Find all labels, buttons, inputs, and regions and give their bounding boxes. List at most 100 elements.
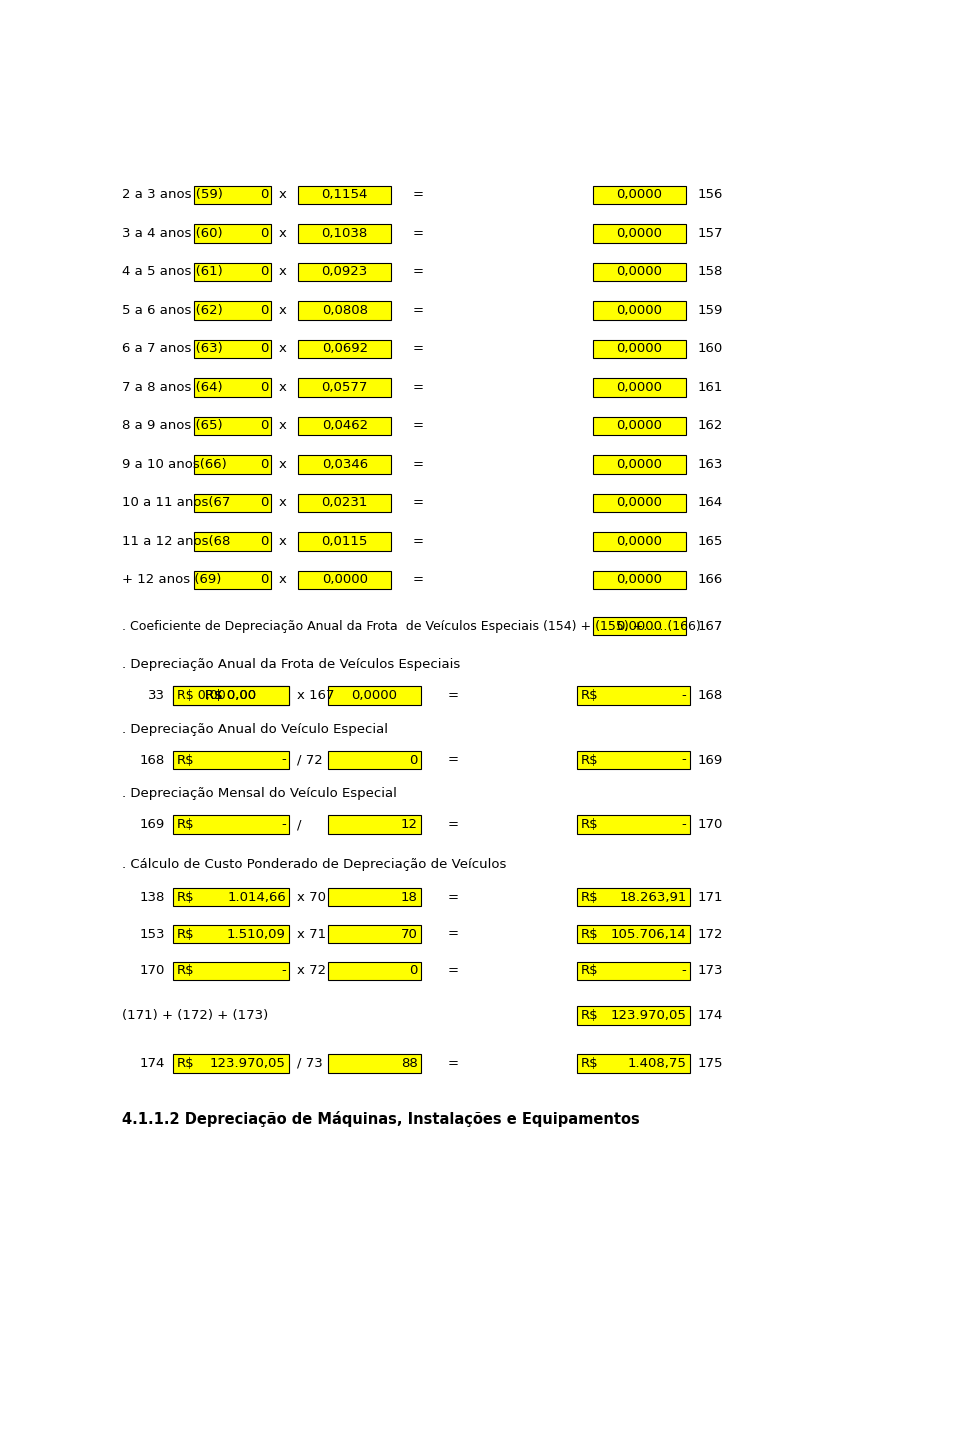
Text: R$: R$ [177,890,194,903]
Text: =: = [413,189,424,202]
Bar [173,685,289,704]
Text: 88: 88 [401,1058,418,1070]
Text: =: = [413,303,424,316]
Bar [327,685,420,704]
Bar [577,751,689,770]
Bar [194,225,271,243]
Bar [299,571,392,590]
Bar [173,924,289,943]
Bar [327,816,420,834]
Text: 166: 166 [697,574,723,587]
Bar [577,887,689,906]
Text: =: = [447,927,459,940]
Text: 9 a 10 anos(66): 9 a 10 anos(66) [122,458,228,471]
Text: =: = [413,342,424,355]
Bar [299,262,392,280]
Text: x 70: x 70 [297,890,325,903]
Bar [592,262,685,280]
Bar [299,301,392,319]
Bar [327,887,420,906]
Text: x: x [278,381,287,394]
Bar [173,1055,289,1073]
Text: 163: 163 [697,458,723,471]
Text: 0,0231: 0,0231 [322,497,368,509]
Bar [327,1055,420,1073]
Text: 0: 0 [259,189,268,202]
Text: 0: 0 [409,754,418,767]
Text: 0,0000: 0,0000 [616,574,662,587]
Text: -: - [281,754,286,767]
Text: x 71: x 71 [297,927,325,940]
Text: 0,0000: 0,0000 [616,228,662,240]
Text: 0,0000: 0,0000 [616,535,662,548]
Text: -: - [682,688,686,701]
Text: 164: 164 [697,497,723,509]
Text: R$: R$ [581,1058,599,1070]
Text: x: x [278,419,287,432]
Text: x: x [278,303,287,316]
Text: . Depreciação Anual da Frota de Veículos Especiais: . Depreciação Anual da Frota de Veículos… [122,658,461,671]
Text: x: x [278,265,287,278]
Bar [327,924,420,943]
Text: 0,0115: 0,0115 [322,535,368,548]
Text: R$: R$ [177,964,194,977]
Text: 0,1154: 0,1154 [322,189,368,202]
Text: 173: 173 [697,964,723,977]
Text: R$: R$ [177,754,194,767]
Text: 0,0346: 0,0346 [322,458,368,471]
Bar [592,455,685,474]
Text: 7 a 8 anos (64): 7 a 8 anos (64) [122,381,223,394]
Text: 0: 0 [409,964,418,977]
Bar [299,186,392,205]
Text: =: = [447,890,459,903]
Text: =: = [413,497,424,509]
Text: 167: 167 [697,620,723,633]
Bar [299,378,392,396]
Text: /: / [297,819,301,831]
Text: R$ 0,00: R$ 0,00 [205,688,256,701]
Text: / 72: / 72 [297,754,323,767]
Text: -: - [281,819,286,831]
Text: x: x [278,342,287,355]
Text: R$ 0,00: R$ 0,00 [177,688,226,701]
Text: R$: R$ [581,1009,599,1022]
Text: 70: 70 [400,927,418,940]
Text: 0,0577: 0,0577 [322,381,368,394]
Text: =: = [413,535,424,548]
Text: 4 a 5 anos (61): 4 a 5 anos (61) [122,265,223,278]
Text: 123.970,05: 123.970,05 [611,1009,686,1022]
Text: 0,0000: 0,0000 [616,497,662,509]
Text: x: x [278,189,287,202]
Text: 0: 0 [259,574,268,587]
Text: 161: 161 [697,381,723,394]
Text: 5 a 6 anos (62): 5 a 6 anos (62) [122,303,223,316]
Bar [592,416,685,435]
Text: -: - [682,964,686,977]
Bar [577,685,689,704]
Text: R$: R$ [581,688,599,701]
Bar [194,186,271,205]
Text: =: = [413,265,424,278]
Text: 170: 170 [139,964,165,977]
Text: x: x [278,228,287,240]
Text: 1.408,75: 1.408,75 [628,1058,686,1070]
Text: 0,0000: 0,0000 [616,265,662,278]
Text: -: - [682,819,686,831]
Text: 160: 160 [697,342,723,355]
Text: 0,0808: 0,0808 [322,303,368,316]
Text: 156: 156 [697,189,723,202]
Text: 2 a 3 anos (59): 2 a 3 anos (59) [122,189,223,202]
Text: 174: 174 [697,1009,723,1022]
Text: 165: 165 [697,535,723,548]
Text: x 72: x 72 [297,964,325,977]
Text: x 167: x 167 [297,688,334,701]
Text: 0,0000: 0,0000 [616,342,662,355]
Text: . Cálculo de Custo Ponderado de Depreciação de Veículos: . Cálculo de Custo Ponderado de Deprecia… [122,859,507,871]
Text: 11 a 12 anos(68: 11 a 12 anos(68 [122,535,230,548]
Text: 18: 18 [400,890,418,903]
Text: =: = [413,458,424,471]
Text: 123.970,05: 123.970,05 [210,1058,286,1070]
Text: 0: 0 [259,458,268,471]
Bar [299,494,392,512]
Text: 153: 153 [139,927,165,940]
